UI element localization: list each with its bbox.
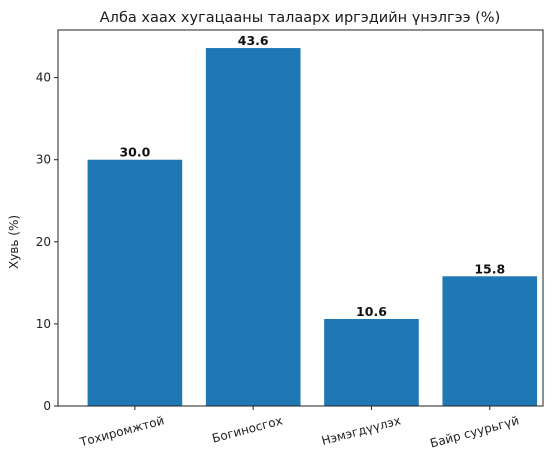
y-tick-label-40: 40 [36,71,51,85]
data-label-1: 30.0 [119,145,150,160]
axes-frame [57,29,544,407]
y-axis-label: Хувь (%) [7,215,21,269]
data-label-4: 15.8 [474,261,505,276]
data-label-2: 43.6 [238,33,269,48]
bar-3 [324,318,419,406]
x-tick-label-1: Тохиромжтой [77,413,165,449]
y-tick-label-20: 20 [36,235,51,249]
y-tick-label-10: 10 [36,317,51,331]
y-tick-label-30: 30 [36,153,51,167]
chart-title: Алба хаах хугацааны талаарх иргэдийн үнэ… [100,10,500,26]
x-tick-label-3: Нэмэгдүүлэх [320,413,402,448]
data-label-3: 10.6 [356,304,387,319]
x-tick-label-4: Байр суурьгүй [429,413,521,450]
y-tick-label-0: 0 [43,399,51,413]
plot-area: 30.0 Тохиромжтой 43.6 Богиносгох 10.6 Нэмэгдү… [36,29,544,451]
bar-1 [87,159,183,406]
bar-2 [205,48,301,407]
x-tick-label-2: Богиносгох [211,413,284,445]
bar-4 [442,276,538,406]
